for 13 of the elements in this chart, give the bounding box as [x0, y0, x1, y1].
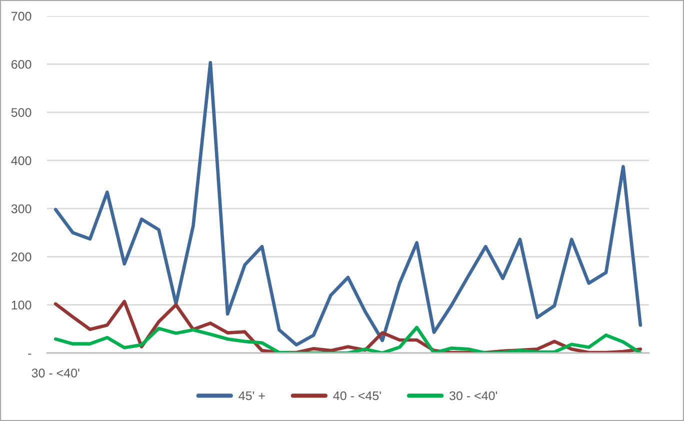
y-tick-label: 600	[12, 60, 32, 69]
y-tick-label: 400	[11, 156, 32, 166]
y-tick-label: -	[28, 354, 32, 355]
legend-label: 40 - <45'	[333, 391, 381, 400]
y-tick-label: 100	[12, 300, 32, 310]
y-tick-label: 500	[11, 108, 32, 117]
y-tick-label: 700	[12, 12, 32, 21]
legend-label: 30 - <40'	[450, 391, 498, 400]
line-series	[54, 326, 642, 353]
y-tick-label: 300	[11, 204, 32, 214]
y-tick-label: 200	[12, 252, 32, 262]
line-series	[54, 61, 642, 346]
legend-label: 45' +	[238, 391, 265, 400]
